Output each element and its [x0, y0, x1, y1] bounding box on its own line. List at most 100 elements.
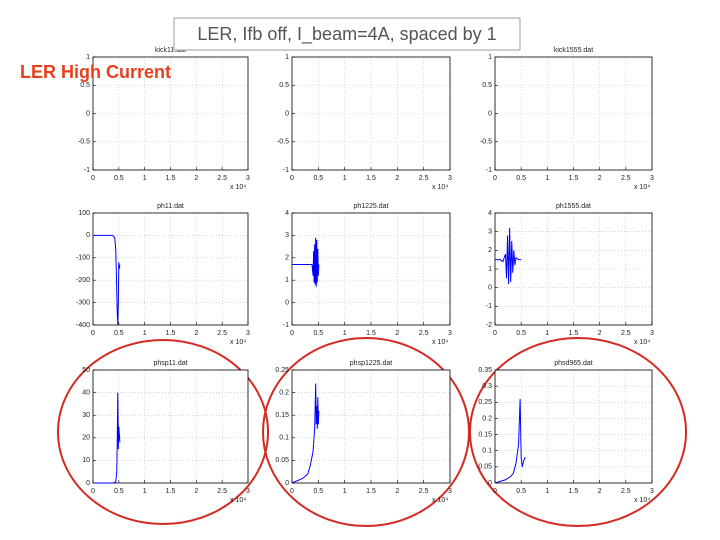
y-tick-label: 0 [86, 110, 90, 117]
x-tick-label: 1.5 [569, 175, 579, 182]
y-tick-label: 3 [285, 232, 289, 239]
data-line [494, 399, 526, 484]
x-scale-label: x 10⁴ [230, 184, 246, 191]
y-tick-label: 0.1 [279, 435, 289, 442]
y-tick-label: 0 [488, 480, 492, 487]
y-tick-label: -2 [486, 322, 492, 329]
y-tick-label: -0.5 [78, 139, 90, 146]
y-tick-label: 100 [78, 210, 90, 217]
x-tick-label: 2 [598, 488, 602, 495]
x-tick-label: 1 [143, 330, 147, 337]
x-tick-label: 1.5 [366, 488, 376, 495]
x-tick-label: 3 [448, 330, 452, 337]
axes-box [291, 212, 451, 326]
x-tick-label: 3 [246, 330, 250, 337]
y-tick-label: 0.15 [275, 412, 289, 419]
y-tick-label: -200 [76, 277, 90, 284]
x-tick-label: 1.5 [366, 330, 376, 337]
x-tick-label: 1.5 [366, 175, 376, 182]
plot-title: phsp1225.dat [350, 360, 392, 367]
x-tick-label: 2.5 [419, 488, 429, 495]
x-tick-label: 2.5 [217, 175, 227, 182]
x-tick-label: 2 [395, 488, 399, 495]
x-tick-label: 1 [343, 488, 347, 495]
slide-title: LER, Ifb off, I_beam=4A, spaced by 1 [197, 24, 496, 45]
x-tick-label: 2 [598, 175, 602, 182]
data-line [291, 383, 320, 484]
x-tick-label: 0.5 [516, 330, 526, 337]
x-scale-label: x 10⁴ [230, 497, 246, 504]
plot-title: kick11.dat [155, 47, 186, 54]
x-tick-label: 0.5 [516, 175, 526, 182]
y-tick-label: -1 [84, 167, 90, 174]
x-tick-label: 2 [395, 330, 399, 337]
y-tick-label: 0.15 [478, 431, 492, 438]
x-scale-label: x 10⁴ [432, 497, 448, 504]
y-tick-label: 0.25 [275, 367, 289, 374]
x-tick-label: 2.5 [419, 330, 429, 337]
x-tick-label: 0 [493, 175, 497, 182]
y-tick-label: 1 [86, 54, 90, 61]
y-tick-label: 4 [488, 210, 492, 217]
highlight-ring [469, 337, 687, 527]
y-tick-label: 0.25 [478, 399, 492, 406]
axes-box [291, 56, 451, 171]
x-tick-label: 1 [143, 488, 147, 495]
y-tick-label: -100 [76, 255, 90, 262]
x-tick-label: 0 [493, 330, 497, 337]
x-tick-label: 3 [448, 488, 452, 495]
y-tick-label: 0.2 [279, 389, 289, 396]
x-tick-label: 2.5 [419, 175, 429, 182]
x-tick-label: 2.5 [621, 330, 631, 337]
y-tick-label: 0.1 [482, 448, 492, 455]
x-tick-label: 1.5 [569, 330, 579, 337]
x-tick-label: 0 [290, 175, 294, 182]
x-tick-label: 0 [290, 330, 294, 337]
y-tick-label: -0.5 [277, 139, 289, 146]
y-tick-label: -1 [283, 322, 289, 329]
highlight-ring [57, 339, 269, 525]
x-tick-label: 3 [246, 488, 250, 495]
y-tick-label: 1 [488, 54, 492, 61]
x-tick-label: 3 [650, 488, 654, 495]
x-tick-label: 3 [246, 175, 250, 182]
x-tick-label: 2.5 [217, 330, 227, 337]
y-tick-label: 10 [82, 457, 90, 464]
axes-box [92, 369, 249, 484]
x-tick-label: 2 [194, 175, 198, 182]
slide-label: LER High Current [20, 62, 171, 82]
x-tick-label: 2.5 [621, 488, 631, 495]
plot-title: phsd965.dat [554, 360, 593, 367]
axes-box [494, 212, 653, 326]
x-tick-label: 3 [650, 330, 654, 337]
y-tick-label: 0.2 [482, 415, 492, 422]
axes-box [494, 56, 653, 171]
x-scale-label: x 10⁴ [432, 184, 448, 191]
axes-box [291, 369, 451, 484]
y-tick-label: 0.5 [80, 82, 90, 89]
x-scale-label: x 10⁴ [634, 497, 650, 504]
x-scale-label: x 10⁴ [230, 339, 246, 346]
y-tick-label: 30 [82, 412, 90, 419]
x-tick-label: 0.5 [114, 488, 124, 495]
y-tick-label: -300 [76, 299, 90, 306]
y-tick-label: -1 [486, 167, 492, 174]
y-tick-label: -1 [486, 303, 492, 310]
x-tick-label: 0 [91, 330, 95, 337]
y-tick-label: 0 [285, 480, 289, 487]
y-tick-label: -1 [283, 167, 289, 174]
axes-box [92, 212, 249, 326]
y-tick-label: 0 [285, 299, 289, 306]
x-tick-label: 0.5 [313, 488, 323, 495]
y-tick-label: 50 [82, 367, 90, 374]
axes-box [92, 56, 249, 171]
y-tick-label: 1 [488, 266, 492, 273]
x-tick-label: 1.5 [569, 488, 579, 495]
x-tick-label: 0.5 [516, 488, 526, 495]
y-tick-label: 40 [82, 389, 90, 396]
x-tick-label: 2.5 [621, 175, 631, 182]
x-tick-label: 0.5 [313, 330, 323, 337]
x-tick-label: 1 [545, 488, 549, 495]
x-tick-label: 0.5 [114, 175, 124, 182]
